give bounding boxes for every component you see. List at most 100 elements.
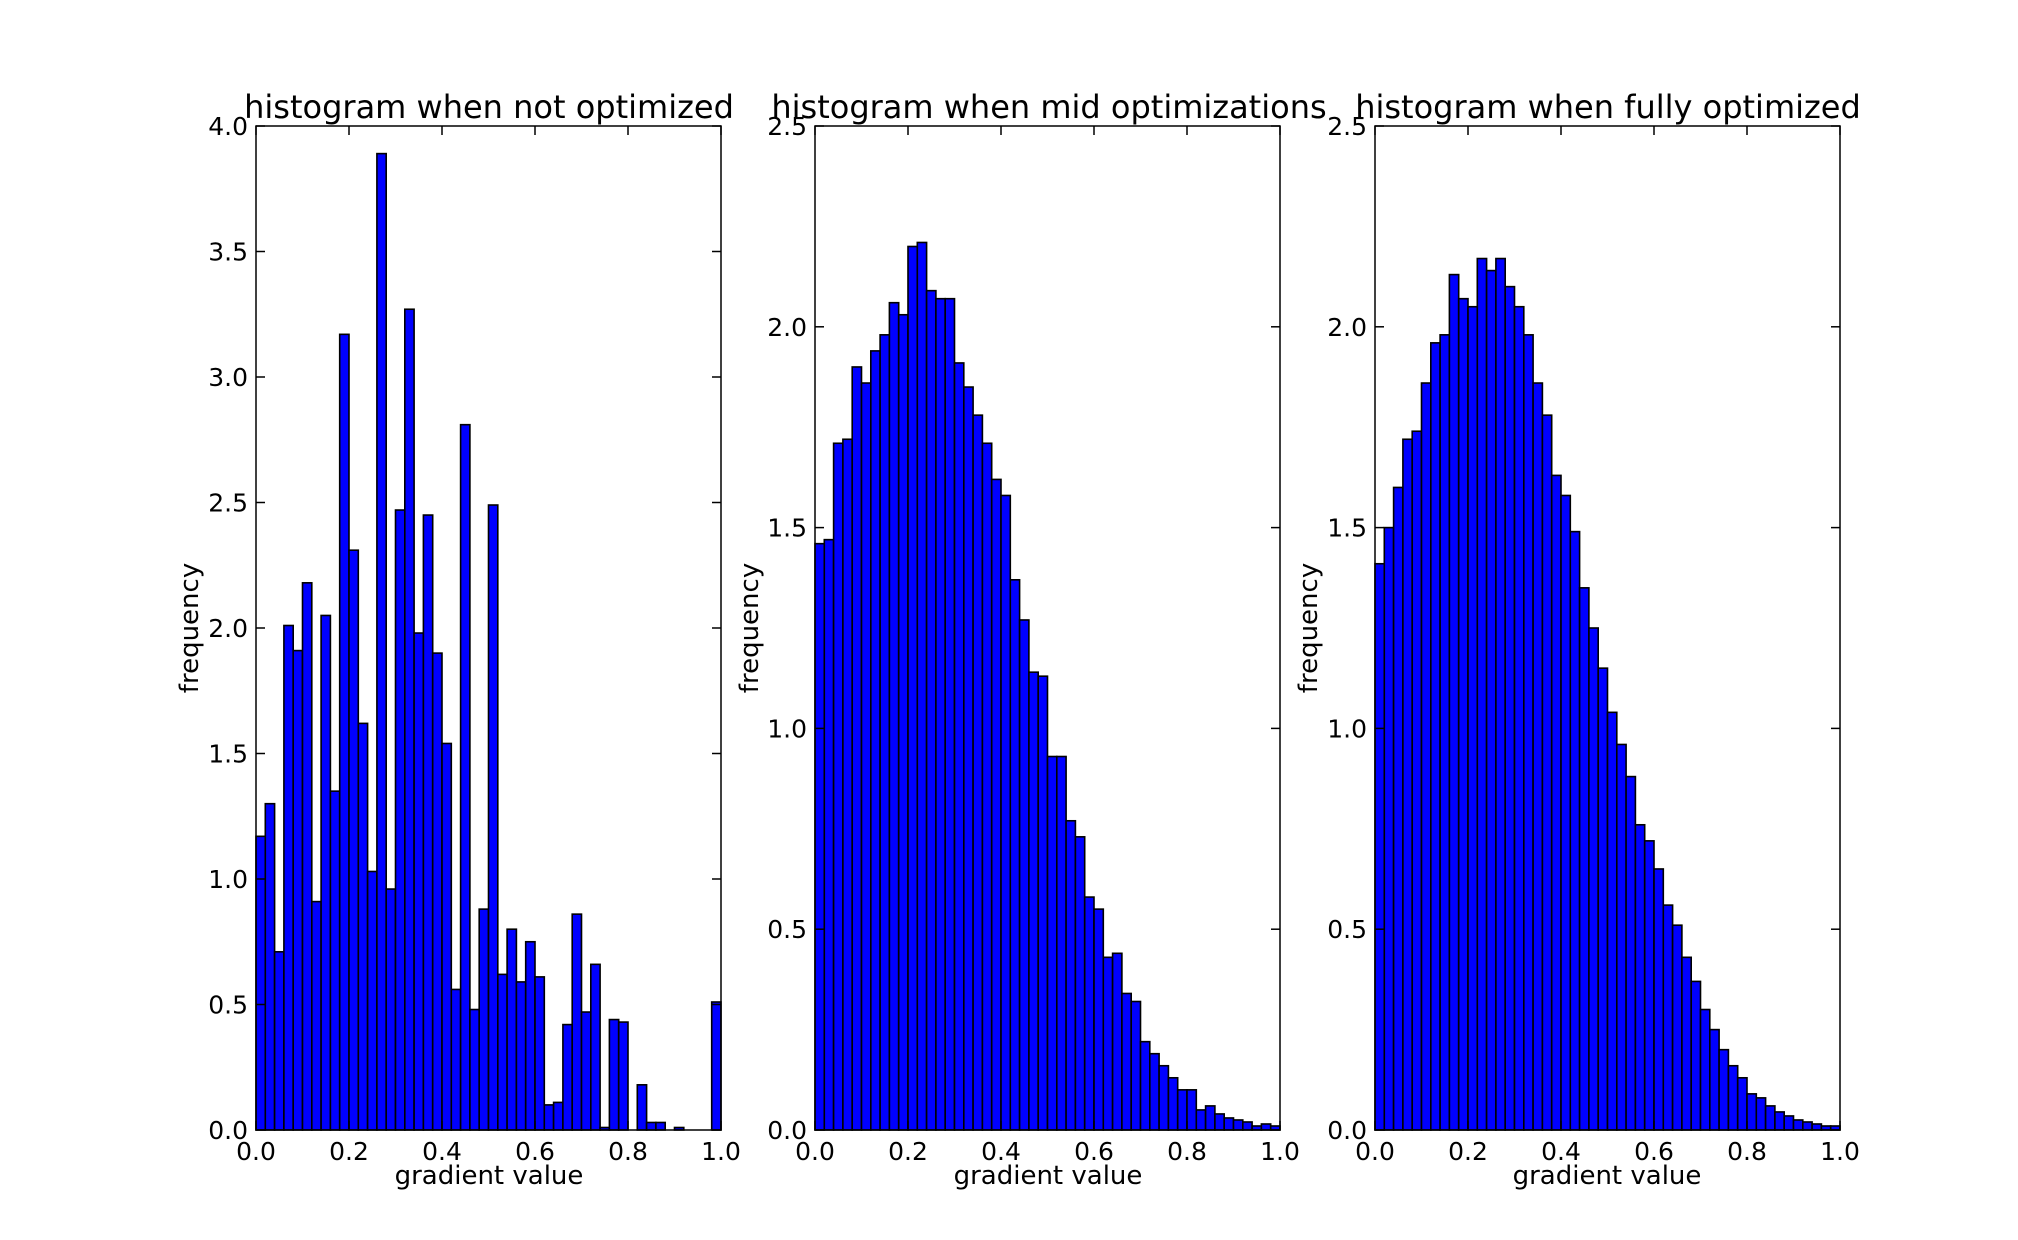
y-tick-label: 1.5 xyxy=(767,514,807,543)
x-tick-label: 0.4 xyxy=(422,1137,462,1166)
histogram-bar xyxy=(1457,297,1469,1131)
histogram-bar xyxy=(1467,305,1479,1131)
histogram-bar xyxy=(422,514,434,1131)
histogram-bar xyxy=(1746,1093,1758,1131)
histogram-bar xyxy=(292,649,304,1131)
y-tick-label: 1.5 xyxy=(208,740,248,769)
histogram-bar xyxy=(617,1021,629,1131)
histogram-bar xyxy=(860,382,872,1131)
x-tick-label: 0.8 xyxy=(1727,1137,1767,1166)
histogram-bar xyxy=(385,888,397,1131)
y-tick-label: 0.0 xyxy=(208,1116,248,1145)
y-tick-label: 0.0 xyxy=(1327,1116,1367,1145)
histogram-bar xyxy=(1083,896,1095,1131)
histogram-bar xyxy=(1709,1028,1720,1131)
histogram-bar xyxy=(814,542,826,1131)
histogram-bar xyxy=(1643,840,1655,1131)
histogram-bar xyxy=(1690,980,1702,1131)
histogram-bar xyxy=(571,913,583,1131)
histogram-bar xyxy=(842,438,854,1131)
histogram-bar xyxy=(1186,1089,1198,1131)
x-tick-label: 0.0 xyxy=(1355,1137,1395,1166)
x-axis-label: gradient value xyxy=(1513,1161,1702,1191)
histogram-bar xyxy=(580,1011,592,1131)
histogram-bar xyxy=(925,289,937,1131)
chart-title: histogram when mid optimizations xyxy=(771,88,1326,126)
histogram-bar xyxy=(273,950,285,1131)
x-tick-label: 0.4 xyxy=(981,1137,1021,1166)
y-tick-label: 3.0 xyxy=(208,363,248,392)
histogram-bar xyxy=(1232,1119,1244,1131)
y-tick-label: 1.0 xyxy=(767,714,807,743)
chart-title: histogram when fully optimized xyxy=(1355,88,1861,126)
histogram-bar xyxy=(1139,1040,1151,1131)
histogram-bar xyxy=(469,1008,480,1131)
histogram-bar xyxy=(1774,1111,1786,1131)
x-tick-label: 1.0 xyxy=(1260,1137,1300,1166)
histogram-bar xyxy=(1718,1048,1730,1131)
plot-frame xyxy=(1374,125,1841,1131)
histogram-bar xyxy=(935,297,947,1131)
histogram-bar xyxy=(1783,1115,1795,1131)
histogram-bar xyxy=(1167,1076,1179,1131)
histogram-bar xyxy=(459,423,471,1131)
subplot-not-optimized: histogram when not optimized 0.0 0.2 0.4 0.… xyxy=(175,88,741,1191)
histogram-bar xyxy=(589,963,601,1131)
histogram-bar xyxy=(1448,273,1460,1131)
histogram-bar xyxy=(515,981,527,1131)
x-tick-label: 0.8 xyxy=(608,1137,648,1166)
y-tick-label: 0.5 xyxy=(767,915,807,944)
histogram-bar xyxy=(1121,992,1133,1131)
histogram-bar xyxy=(1037,675,1049,1131)
histogram-bar xyxy=(1374,562,1386,1131)
plot-frame xyxy=(814,125,1281,1131)
histogram-bar xyxy=(851,366,863,1131)
histogram-bars xyxy=(1374,257,1841,1131)
histogram-bar xyxy=(310,900,322,1131)
histogram-bar xyxy=(348,549,360,1131)
histogram-bar xyxy=(1402,438,1414,1131)
subplot-mid-optimizations: histogram when mid optimizations 0.0 0.2 0… xyxy=(735,88,1327,1191)
histogram-bar xyxy=(1065,819,1077,1131)
histogram-bar xyxy=(543,1104,555,1131)
x-axis-label: gradient value xyxy=(954,1161,1143,1191)
histogram-bar xyxy=(478,908,490,1131)
histogram-bar xyxy=(264,802,276,1131)
histogram-bar xyxy=(357,722,369,1131)
histogram-bar xyxy=(376,152,387,1131)
histogram-bar xyxy=(944,297,956,1131)
histogram-bar xyxy=(990,478,1002,1131)
x-tick-label: 0.2 xyxy=(1448,1137,1488,1166)
histogram-bar xyxy=(1149,1052,1160,1131)
histogram-bar xyxy=(431,652,443,1131)
histogram-bar xyxy=(1513,305,1525,1131)
histogram-bar xyxy=(1625,775,1637,1131)
histogram-bar xyxy=(972,414,984,1131)
x-tick-label: 0.4 xyxy=(1541,1137,1581,1166)
histogram-bar xyxy=(450,988,462,1131)
histogram-bar xyxy=(1102,956,1114,1131)
y-tick-label: 2.0 xyxy=(1327,313,1367,342)
axis-ticks: 0.0 0.2 0.4 0.6 0.8 1.0 0.0 0.5 1.0 1.5 2.0 2.5 3.0 3… xyxy=(208,112,741,1166)
histogram-bar xyxy=(283,624,294,1131)
histogram-bar xyxy=(255,835,267,1131)
subplot-fully-optimized: histogram when fully optimized 0.0 0.2 0.4… xyxy=(1294,88,1861,1191)
histogram-bar xyxy=(413,632,425,1131)
histogram-bar xyxy=(1158,1064,1170,1131)
histogram-bar xyxy=(897,313,909,1131)
histogram-bar xyxy=(1523,334,1534,1131)
histogram-bar xyxy=(1662,904,1674,1131)
histogram-bar xyxy=(1476,257,1488,1131)
histogram-bar xyxy=(1430,342,1441,1131)
histogram-bar xyxy=(1411,430,1423,1131)
histogram-bar xyxy=(301,582,313,1131)
histogram-bar xyxy=(962,386,974,1131)
y-axis-label: frequency xyxy=(735,563,765,693)
histogram-bar xyxy=(1671,924,1683,1131)
histogram-bar xyxy=(1597,667,1609,1131)
histogram-bar xyxy=(1755,1097,1767,1131)
histogram-bar xyxy=(655,1121,667,1131)
x-tick-label: 0.6 xyxy=(1634,1137,1674,1166)
axis-ticks: 0.0 0.2 0.4 0.6 0.8 1.0 0.0 0.5 1.0 1.5 2.0 2.5 xyxy=(1327,112,1860,1166)
